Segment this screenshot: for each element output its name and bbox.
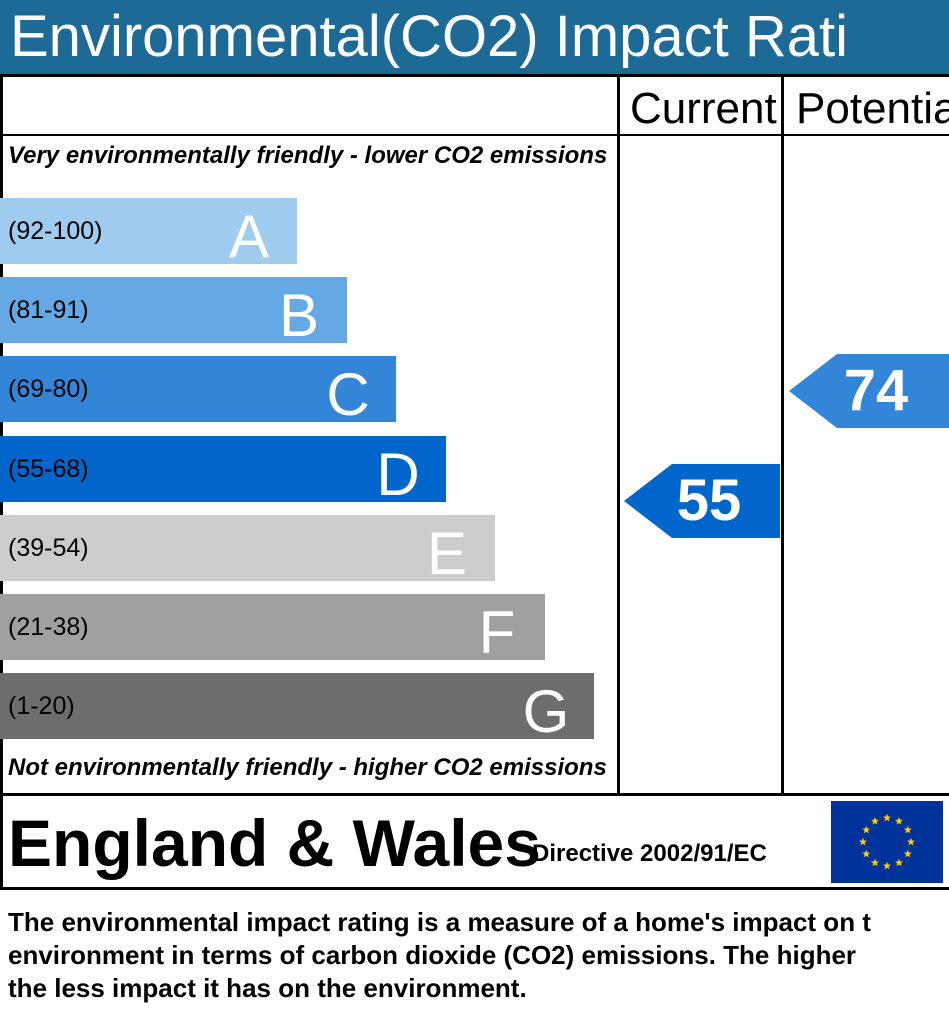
band-letter: E — [426, 520, 468, 587]
band-range-label: (39-54) — [8, 534, 89, 562]
eu-star — [862, 825, 871, 834]
band-range-label: (1-20) — [8, 692, 75, 720]
eu-star — [871, 858, 879, 867]
eu-star — [903, 849, 912, 858]
band-letter: A — [228, 203, 270, 270]
current-arrow-shape — [624, 464, 780, 538]
bottom-note: Not environmentally friendly - higher CO… — [8, 754, 607, 781]
description-line: environment in terms of carbon dioxide (… — [8, 940, 857, 970]
band-range-label: (69-80) — [8, 375, 89, 403]
frame-footer-top — [0, 793, 949, 796]
eu-star — [859, 837, 867, 846]
band-f: (21-38) F — [0, 594, 545, 666]
description: The environmental impact rating is a mea… — [8, 906, 949, 1005]
eu-star — [895, 858, 903, 867]
eu-star — [907, 837, 915, 846]
eu-star — [862, 849, 871, 858]
band-range-label: (21-38) — [8, 613, 89, 641]
potential-rating-value: 74 — [843, 358, 909, 423]
eu-star — [883, 813, 891, 822]
band-e: (39-54) E — [0, 515, 495, 587]
frame-top — [0, 74, 949, 77]
band-g: (1-20) G — [0, 673, 594, 745]
potential-arrow-shape — [789, 354, 949, 428]
band-letter: G — [522, 678, 570, 745]
band-c: (69-80) C — [0, 356, 396, 428]
eu-flag-icon — [831, 801, 943, 883]
current-rating-value: 55 — [676, 468, 742, 533]
eu-star — [871, 817, 879, 825]
frame-col-current — [617, 74, 620, 796]
column-potential-label: Potentia — [796, 84, 949, 133]
band-range-label: (92-100) — [8, 217, 103, 245]
frame-col-potential — [781, 74, 784, 796]
top-note: Very environmentally friendly - lower CO… — [8, 142, 608, 169]
frame-header-bottom — [0, 134, 949, 136]
current-rating-arrow: 55 — [624, 464, 780, 538]
description-line: the less impact it has on the environmen… — [8, 973, 527, 1003]
directive-label: Directive 2002/91/EC — [532, 840, 767, 867]
band-d: (55-68) D — [0, 436, 446, 508]
band-a: (92-100) A — [0, 198, 297, 270]
band-letter: D — [376, 441, 420, 508]
frame-bottom — [0, 887, 949, 890]
band-letter: F — [478, 599, 516, 666]
band-range-label: (55-68) — [8, 455, 89, 483]
region-label: England & Wales — [8, 806, 541, 880]
eu-star — [903, 825, 912, 834]
band-range-label: (81-91) — [8, 296, 89, 324]
band-letter: B — [278, 282, 320, 349]
potential-rating-arrow: 74 — [789, 354, 949, 428]
page-title: Environmental(CO2) Impact Rati — [0, 0, 949, 74]
description-line: The environmental impact rating is a mea… — [8, 907, 871, 937]
column-current-label: Current — [630, 84, 777, 133]
band-letter: C — [326, 361, 370, 428]
band-b: (81-91) B — [0, 277, 347, 349]
eu-star — [895, 817, 903, 825]
eu-star — [883, 861, 891, 870]
